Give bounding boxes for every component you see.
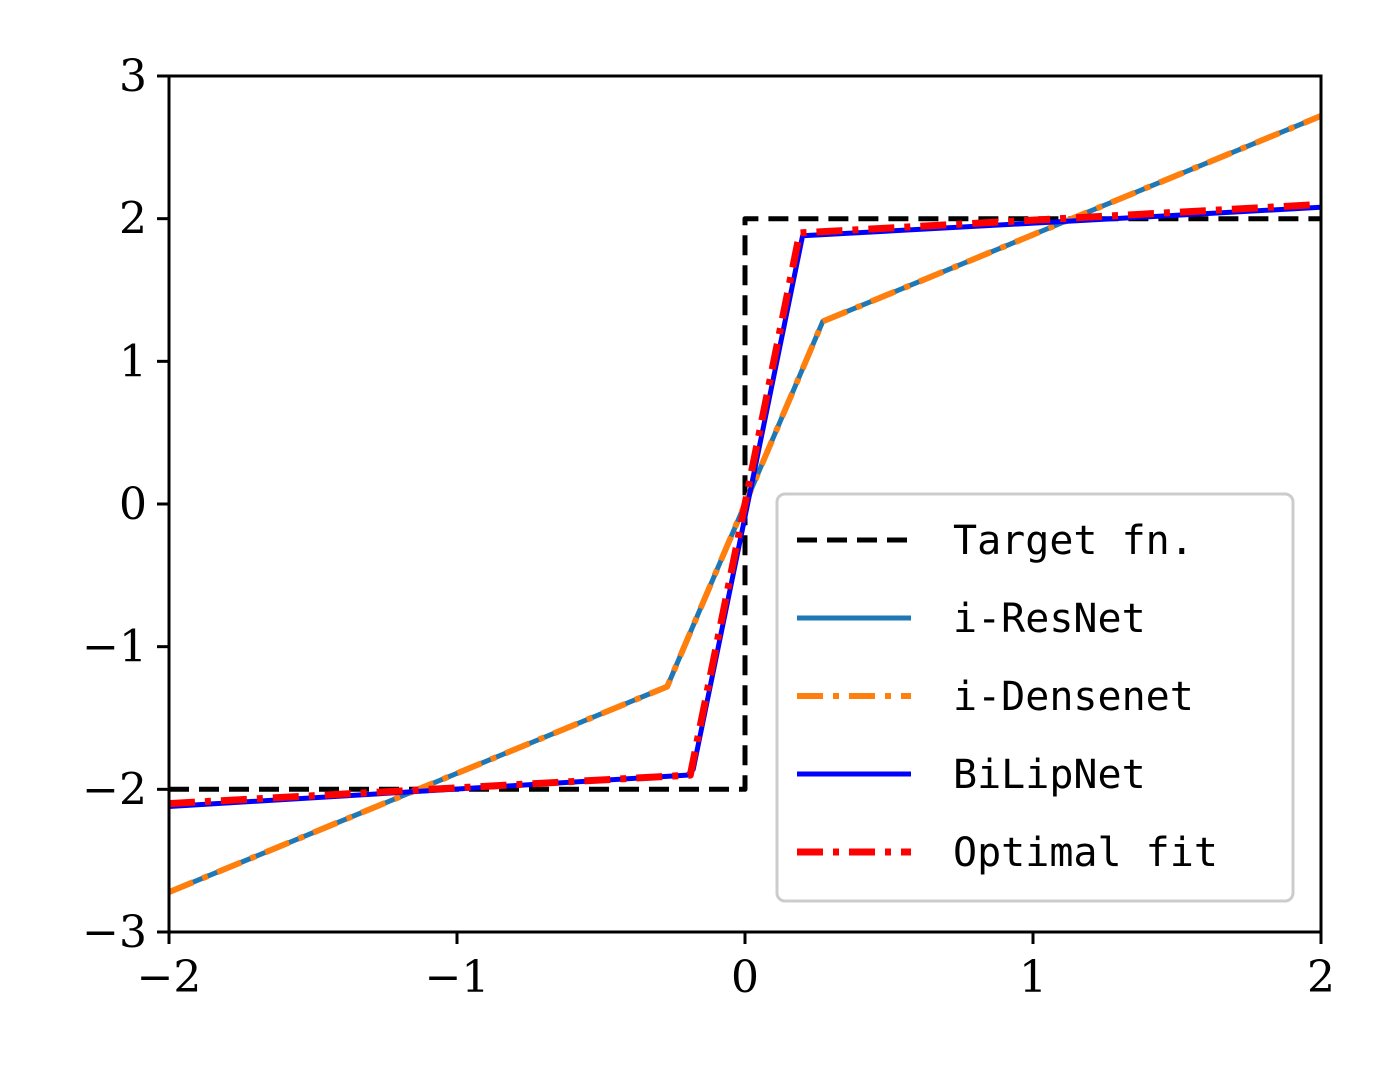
y-tick-label: 3 [119, 51, 147, 102]
y-tick-label: −1 [82, 622, 147, 673]
y-tick-label: 1 [119, 336, 147, 387]
legend-label-target-fn: Target fn. [953, 518, 1194, 564]
legend: Target fn. i-ResNet i-Densenet BiLipNet Opti… [775, 492, 1295, 903]
x-tick-label: 0 [731, 952, 759, 1003]
series-line-optimal-fit [168, 200, 1322, 808]
x-tick-label: 1 [1019, 952, 1047, 1003]
series-layer [167, 113, 1323, 895]
legend-box [775, 492, 1295, 903]
x-tick-label: −2 [137, 952, 202, 1003]
y-tick-label: 2 [119, 194, 147, 245]
y-tick-label: −2 [82, 764, 147, 815]
x-tick-label: −1 [425, 952, 490, 1003]
legend-label-i-resnet: i-ResNet [953, 596, 1146, 642]
legend-label-optimal-fit: Optimal fit [953, 830, 1218, 876]
y-tick-label: 0 [119, 479, 147, 530]
y-tick-label: −3 [82, 907, 147, 958]
legend-label-i-densenet: i-Densenet [953, 674, 1194, 720]
x-tick-label: 2 [1307, 952, 1335, 1003]
legend-label-bilipnet: BiLipNet [953, 752, 1146, 798]
